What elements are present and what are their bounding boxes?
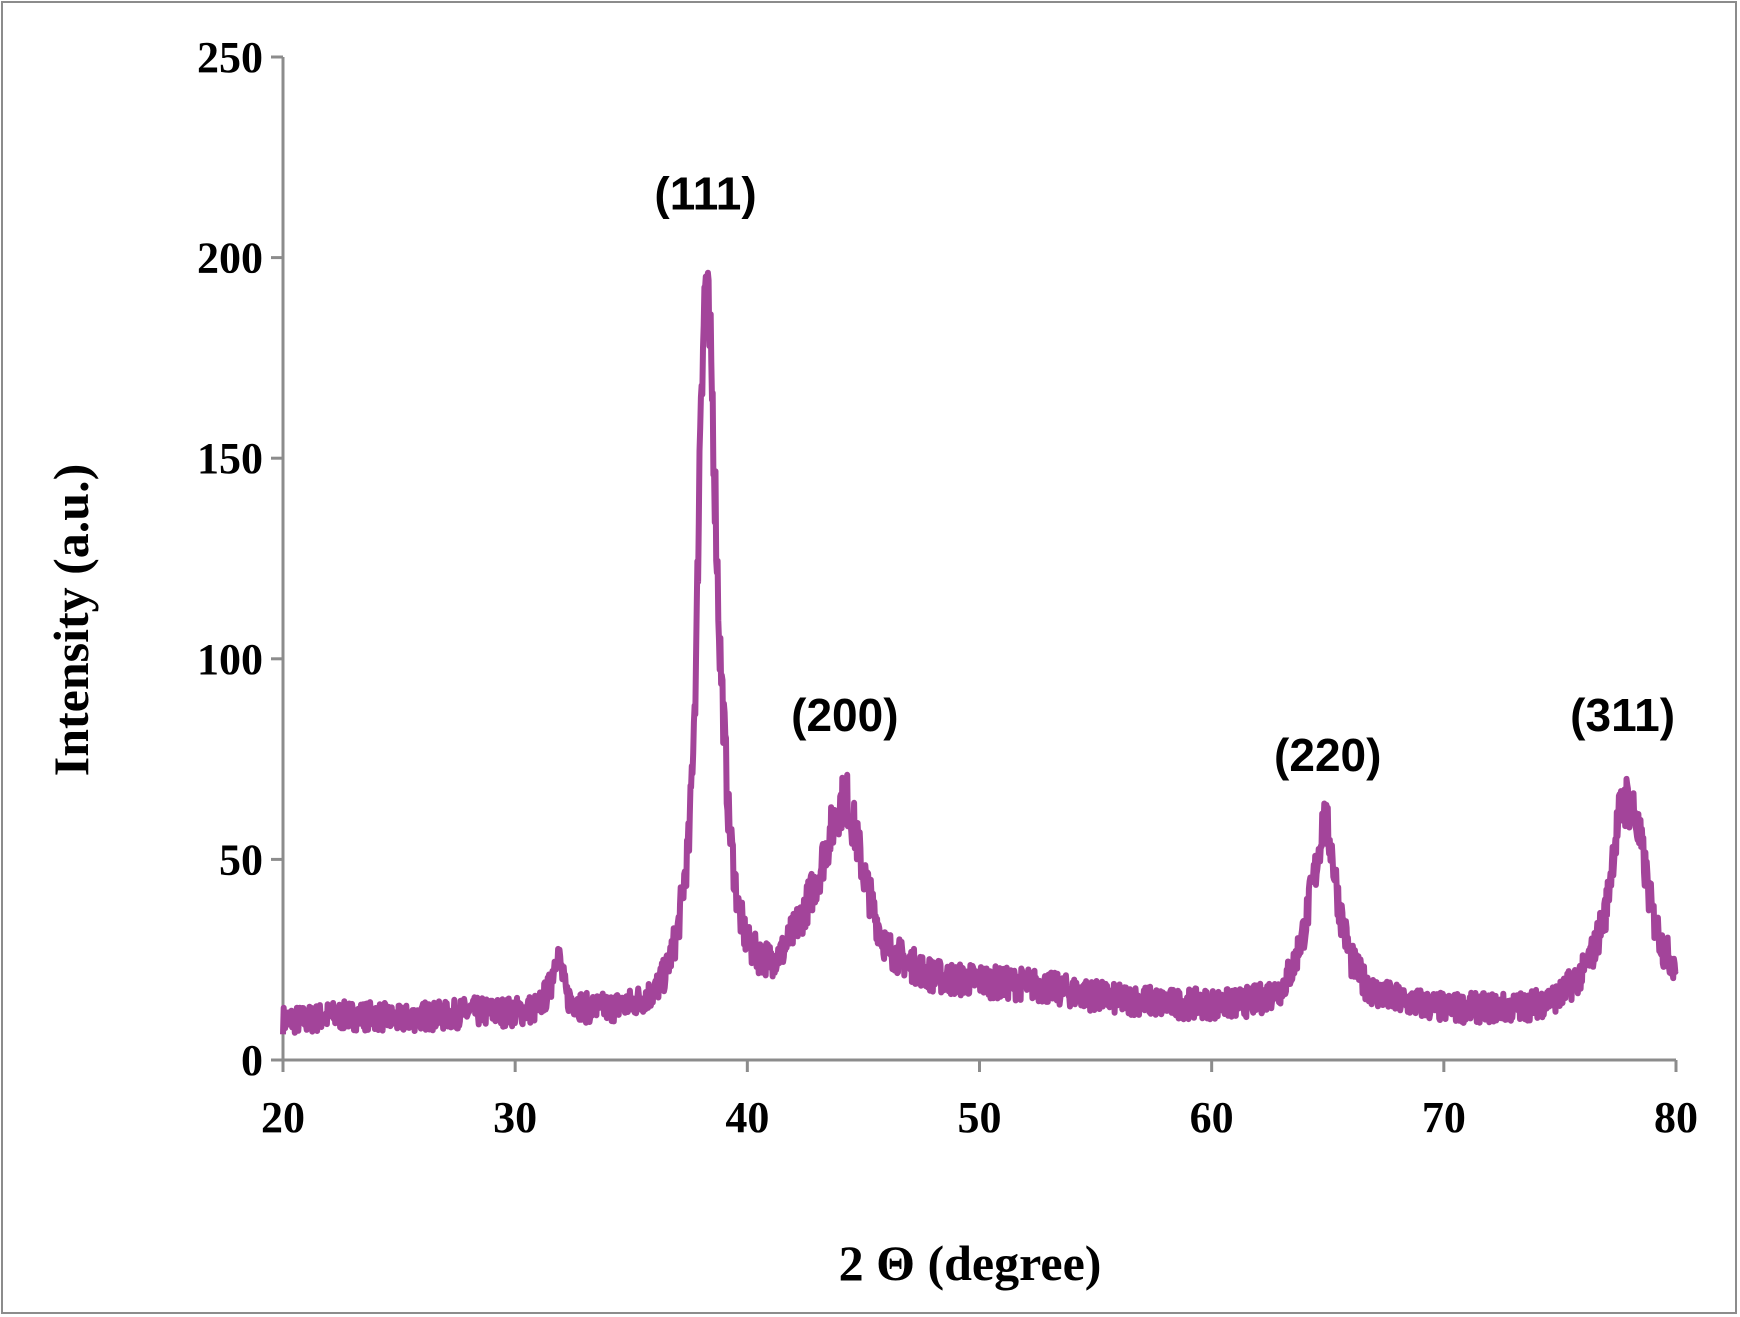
peak-label: (200) bbox=[791, 689, 898, 741]
axes bbox=[281, 57, 1676, 1062]
peak-label: (311) bbox=[1570, 689, 1675, 741]
y-tick-label: 250 bbox=[197, 33, 263, 82]
x-tick-label: 60 bbox=[1190, 1093, 1234, 1142]
peak-annotations: (111) (200) (220) (311) bbox=[654, 167, 1675, 781]
y-tick-label: 50 bbox=[219, 835, 263, 884]
y-tick-label: 0 bbox=[241, 1036, 263, 1085]
x-tick-label: 20 bbox=[261, 1093, 305, 1142]
y-tick-label: 200 bbox=[197, 234, 263, 283]
peak-label: (111) bbox=[654, 167, 756, 219]
series-line bbox=[280, 269, 1679, 1036]
peak-label: (220) bbox=[1274, 729, 1381, 781]
x-tick-label: 70 bbox=[1422, 1093, 1466, 1142]
x-tick-label: 30 bbox=[493, 1093, 537, 1142]
y-axis-title: Intensity (a.u.) bbox=[43, 464, 99, 777]
y-tick-label: 100 bbox=[197, 635, 263, 684]
y-axis-ticks: 0 50 100 150 200 250 bbox=[197, 33, 283, 1085]
x-axis-title: 2 Θ (degree) bbox=[839, 1235, 1102, 1291]
x-tick-label: 80 bbox=[1654, 1093, 1698, 1142]
x-tick-label: 40 bbox=[725, 1093, 769, 1142]
y-tick-label: 150 bbox=[197, 434, 263, 483]
x-tick-label: 50 bbox=[958, 1093, 1002, 1142]
x-axis-ticks: 20 30 40 50 60 70 80 bbox=[261, 1060, 1698, 1142]
